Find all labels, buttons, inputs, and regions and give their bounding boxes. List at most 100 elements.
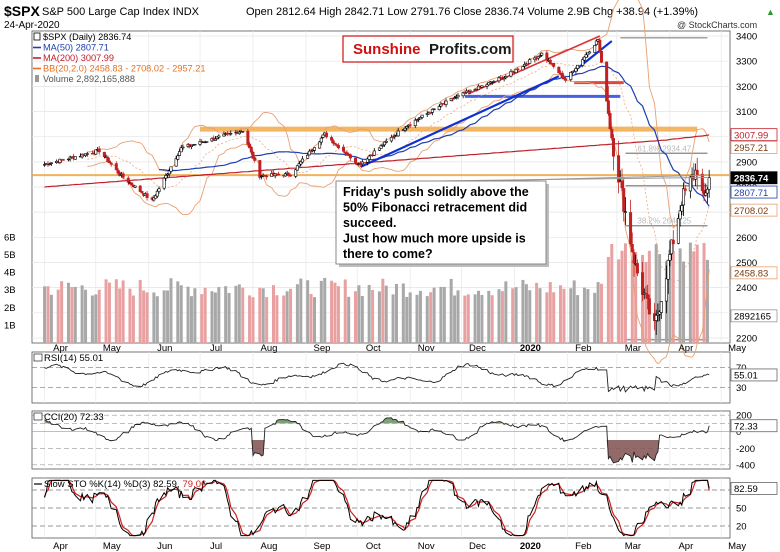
month-label-bottom: May: [103, 541, 121, 552]
candle-body: [540, 52, 544, 56]
volume-bar: [528, 290, 532, 343]
candle-body: [705, 188, 709, 194]
candle-body: [299, 161, 303, 165]
volume-bar: [330, 280, 334, 343]
candle-body: [453, 97, 457, 99]
volume-bar: [323, 277, 327, 343]
volume-bar: [203, 287, 207, 343]
candle-body: [588, 51, 592, 54]
candle-body: [130, 182, 134, 186]
month-label-bottom: Jul: [210, 541, 222, 552]
volume-bar: [395, 283, 399, 343]
candle-body: [379, 145, 383, 149]
candle-body: [157, 188, 161, 192]
volume-bar: [56, 289, 60, 343]
candle-body: [377, 147, 381, 151]
volume-bar: [630, 260, 634, 343]
volume-bar: [381, 278, 385, 343]
bollinger-upper-line: [87, 0, 710, 230]
volume-bar: [295, 284, 299, 343]
volume-bar: [145, 292, 149, 343]
candle-body: [114, 163, 118, 171]
month-label: Apr: [53, 343, 68, 354]
candle-body: [678, 210, 682, 220]
candle-body: [49, 162, 53, 164]
price-badge-value: 2892165: [734, 312, 771, 323]
candle-body: [155, 190, 159, 197]
candle-body: [336, 145, 340, 149]
candle-body: [437, 106, 441, 111]
copyright: @ StockCharts.com: [677, 20, 757, 30]
volume-bar: [500, 291, 504, 343]
volume-bar: [237, 284, 241, 343]
candle-body: [360, 161, 364, 165]
volume-bar: [692, 251, 696, 343]
month-label-bottom: Apr: [678, 541, 693, 552]
volume-bar: [562, 288, 566, 343]
volume-bar: [521, 279, 525, 343]
volume-bar: [343, 279, 347, 343]
candle-body: [449, 97, 453, 101]
volume-bar: [408, 292, 412, 343]
candle-body: [403, 127, 407, 131]
price-tick-label: 2500: [736, 258, 757, 269]
candle-body: [664, 278, 668, 302]
price-tick-label: 2400: [736, 283, 757, 294]
volume-bar: [391, 294, 395, 343]
candle-body: [668, 254, 672, 261]
candle-body: [229, 133, 233, 135]
volume-bar: [442, 286, 446, 343]
candle-body: [189, 144, 193, 147]
month-label: Feb: [575, 343, 591, 354]
candle-body: [641, 272, 645, 295]
month-label-bottom: Nov: [418, 541, 435, 552]
volume-bar: [312, 297, 316, 343]
candle-body: [324, 132, 328, 138]
volume-bar: [593, 292, 597, 343]
candle-body: [610, 128, 614, 139]
price-tick-label: 3400: [736, 32, 757, 43]
candle-body: [213, 138, 217, 141]
candle-body: [622, 188, 626, 212]
callout-text-line: Friday's push solidly above the: [343, 185, 529, 199]
volume-bar: [258, 287, 262, 343]
volume-bar: [66, 282, 70, 343]
volume-bar: [319, 280, 323, 343]
month-label-bottom: May: [728, 541, 746, 552]
volume-bar: [107, 282, 111, 343]
cci-value: 72.33: [734, 422, 758, 433]
cci-tick-label: -400: [736, 460, 755, 471]
volume-bar: [43, 286, 47, 343]
candle-body: [116, 169, 120, 174]
candle-body: [594, 40, 598, 45]
candle-body: [557, 66, 561, 74]
candle-body: [265, 175, 269, 178]
callout-text-line: succeed.: [343, 216, 397, 230]
candle-body: [319, 137, 323, 143]
brand-box: [342, 35, 514, 63]
cci-negative-fill: [44, 440, 710, 463]
candle-body: [169, 166, 173, 172]
month-label: 2020: [520, 343, 541, 354]
volume-bar: [162, 290, 166, 343]
candle-body: [475, 89, 479, 91]
month-label: Jul: [210, 343, 222, 354]
candle-body: [154, 195, 158, 199]
rsi-legend-icon: [33, 353, 43, 362]
volume-bar: [118, 288, 122, 343]
volume-bar: [251, 297, 255, 343]
candle-body: [408, 124, 412, 126]
candle-body: [514, 68, 518, 73]
price-badge-value: 2807.71: [734, 188, 768, 199]
candle-body: [415, 119, 419, 121]
month-label: Apr: [678, 343, 693, 354]
month-label: Nov: [418, 343, 435, 354]
legend-entry: BB(20,2.0) 2458.83 - 2708.02 - 2957.21: [43, 64, 205, 74]
volume-bar: [128, 288, 132, 343]
candle-body: [107, 160, 111, 164]
candle-body: [570, 70, 574, 73]
candle-body: [504, 76, 508, 79]
candle-body: [405, 126, 409, 129]
candle-body: [630, 244, 634, 253]
volume-bar: [610, 243, 614, 343]
